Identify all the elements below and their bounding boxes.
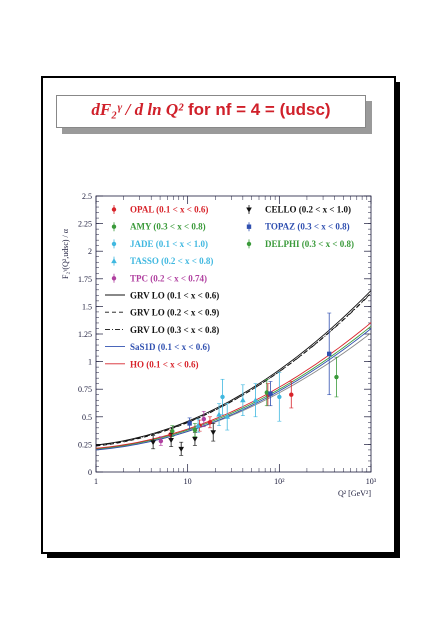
legend-entry: TOPAZ (0.3 < x < 0.8): [246, 222, 350, 232]
data-point: [268, 391, 273, 396]
legend-entry: SaS1D (0.1 < x < 0.6): [105, 342, 210, 352]
chart-title: dF₂ᵞ / d ln Q² for nf = 4 = (udsc): [57, 100, 365, 120]
legend-entry: HO (0.1 < x < 0.6): [105, 359, 199, 369]
legend-label: OPAL (0.1 < x < 0.6): [130, 205, 208, 215]
legend-marker: [111, 258, 117, 264]
legend-marker: [111, 276, 117, 281]
y-axis-label: F₂ᵞ(Q²,udsc) / α: [61, 228, 70, 279]
legend-label: TOPAZ (0.3 < x < 0.8): [265, 222, 350, 232]
theory-curve-extra: [95, 325, 372, 450]
data-point: [158, 438, 164, 444]
legend-marker: [246, 241, 252, 247]
y-tick-label: 1: [88, 358, 92, 367]
data-point: [327, 351, 332, 357]
data-point: [168, 437, 174, 443]
data-point: [192, 436, 198, 442]
theory-curve: [95, 322, 372, 449]
data-point: [224, 413, 231, 419]
y-tick-label: 2.5: [82, 192, 92, 201]
series-jade: [220, 372, 282, 422]
data-point: [207, 420, 213, 425]
data-point: [240, 397, 246, 403]
y-tick-label: 0.25: [78, 440, 92, 449]
x-tick-label: 10³: [366, 477, 377, 486]
theory-curve: [95, 290, 372, 446]
data-point: [187, 421, 192, 426]
x-tick-label: 10: [184, 477, 192, 486]
data-point: [252, 397, 259, 403]
legend-label: SaS1D (0.1 < x < 0.6): [130, 342, 210, 352]
theory-curve: [95, 328, 372, 451]
series-tasso: [195, 383, 259, 433]
legend-entry: DELPHI (0.3 < x < 0.8): [246, 239, 354, 249]
series-delphi: [192, 356, 339, 437]
legend-marker: [246, 207, 252, 213]
legend-label: GRV LO (0.1 < x < 0.6): [130, 291, 219, 301]
legend-label: AMY (0.3 < x < 0.8): [130, 222, 206, 232]
data-point: [216, 411, 222, 417]
legend-marker: [111, 224, 117, 229]
data-point: [334, 374, 339, 380]
legend-marker: [111, 241, 117, 247]
axis-ticks: 0 0.25 0.5 0.75 1 1.25 1.5 1.75 2 2.25 2.5 1 10 10² 10…: [78, 192, 377, 486]
legend-label: TPC (0.2 < x < 0.74): [130, 273, 207, 283]
legend-label: TASSO (0.2 < x < 0.8): [130, 256, 213, 266]
series-cello: [150, 423, 217, 456]
y-tick-label: 1.5: [82, 302, 92, 311]
y-tick-label: 1.75: [78, 275, 92, 284]
data-point: [220, 394, 225, 400]
legend-entry: GRV LO (0.2 < x < 0.9): [105, 308, 219, 318]
legend-entry: JADE (0.1 < x < 1.0): [111, 239, 208, 249]
figure-frame: [41, 76, 396, 554]
y-tick-label: 0: [88, 468, 92, 477]
legend-label: HO (0.1 < x < 0.6): [130, 359, 199, 369]
legend-entry: CELLO (0.2 < x < 1.0): [246, 205, 351, 215]
x-axis-label: Q² [GeV²]: [338, 489, 371, 498]
data-points: [150, 312, 339, 456]
y-tick-label: 0.5: [82, 413, 92, 422]
legend-entry: GRV LO (0.1 < x < 0.6): [105, 291, 219, 301]
data-point: [178, 446, 184, 452]
data-point: [264, 390, 270, 395]
data-point: [201, 416, 207, 422]
y-tick-label: 0.75: [78, 385, 92, 394]
x-tick-label: 1: [94, 477, 98, 486]
data-point: [210, 430, 217, 436]
data-point: [289, 392, 294, 397]
series-tpc: [158, 410, 207, 446]
legend-entry: TASSO (0.2 < x < 0.8): [111, 256, 213, 266]
legend-marker: [111, 207, 117, 212]
y-tick-label: 2.25: [78, 220, 92, 229]
legend-label: GRV LO (0.3 < x < 0.8): [130, 325, 219, 335]
data-point: [195, 422, 201, 428]
legend-entry: GRV LO (0.3 < x < 0.8): [105, 325, 219, 335]
data-point: [192, 427, 198, 433]
y-tick-label: 2: [88, 247, 92, 256]
legend-entry: OPAL (0.1 < x < 0.6): [111, 205, 208, 215]
legend-marker: [246, 224, 252, 229]
series-topaz: [187, 312, 332, 430]
legend-entry: TPC (0.2 < x < 0.74): [111, 273, 207, 283]
legend: OPAL (0.1 < x < 0.6) AMY (0.3 < x < 0.8) J…: [105, 205, 354, 369]
data-point: [150, 440, 156, 446]
data-point: [277, 394, 282, 400]
y-tick-label: 1.25: [78, 330, 92, 339]
legend-label: DELPHI (0.3 < x < 0.8): [265, 239, 354, 249]
legend-entry: AMY (0.3 < x < 0.8): [111, 222, 206, 232]
data-point: [170, 428, 175, 434]
legend-label: JADE (0.1 < x < 1.0): [130, 239, 208, 249]
x-tick-label: 10²: [274, 477, 285, 486]
legend-label: GRV LO (0.2 < x < 0.9): [130, 308, 219, 318]
theory-curve: [95, 293, 372, 446]
theory-curves: [95, 290, 372, 451]
title-formula: dF₂ᵞ / d ln Q²: [91, 100, 184, 119]
legend-label: CELLO (0.2 < x < 1.0): [265, 205, 351, 215]
title-box: dF₂ᵞ / d ln Q² for nf = 4 = (udsc): [56, 95, 366, 128]
title-rest: for nf = 4 = (udsc): [187, 100, 331, 119]
